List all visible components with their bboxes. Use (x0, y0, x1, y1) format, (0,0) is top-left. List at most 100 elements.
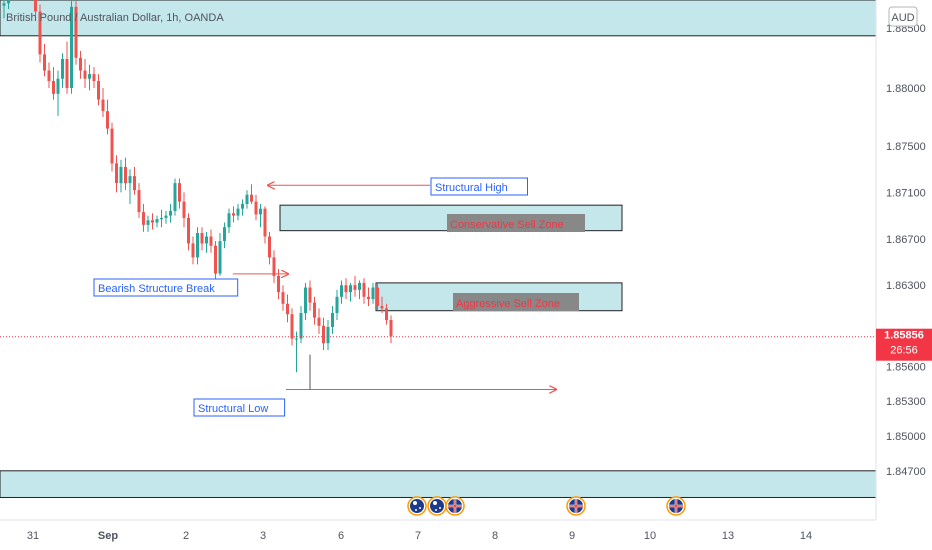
candle-body (227, 213, 231, 228)
candle-body (286, 303, 289, 315)
candle-body (182, 201, 186, 218)
candle-body (358, 282, 361, 290)
candle-body (254, 201, 258, 215)
aggressive-sell-zone-label: Aggressive Sell Zone (456, 298, 560, 310)
time-tick: 14 (800, 530, 812, 542)
candle-body (200, 233, 204, 244)
time-tick: 13 (722, 530, 734, 542)
candle-body (133, 176, 136, 191)
candle-body (88, 74, 91, 79)
structural-high-label-box[interactable] (430, 177, 528, 196)
candle-body (380, 306, 384, 309)
candle-body (92, 74, 96, 82)
conservative-sell-zone-label: Conservative Sell Zone (450, 219, 564, 231)
candle-body (115, 163, 118, 184)
candle-body (74, 6, 78, 58)
bearish-break-label: Bearish Structure Break (98, 283, 215, 295)
uk-flag-icon[interactable] (666, 496, 686, 516)
candle-body (268, 236, 271, 258)
candle-body (277, 275, 280, 293)
candle-body (34, 0, 37, 12)
candle-body (308, 287, 312, 303)
candle-body (137, 190, 141, 213)
candle-body (43, 54, 46, 71)
candle-body (232, 213, 235, 216)
conservative-sell-zone-label-bg (447, 214, 585, 232)
candle-body (83, 70, 87, 79)
candle-body (61, 59, 64, 79)
candle-body (196, 233, 199, 258)
candle-body (259, 208, 262, 215)
candle-body (205, 236, 208, 244)
uk-flag-icon[interactable] (445, 496, 465, 516)
time-tick: 31 (27, 530, 39, 542)
candle-body (187, 217, 190, 244)
australia-flag-icon[interactable] (407, 496, 427, 516)
candle-body (155, 219, 159, 223)
candle-body (299, 313, 303, 339)
price-tick: 1.85300 (886, 396, 926, 408)
candle-body (173, 183, 177, 211)
aggressive-sell-zone-label-bg (453, 293, 579, 311)
price-tick: 1.86700 (886, 234, 926, 246)
candle-body (178, 183, 181, 202)
candle-body (241, 204, 244, 209)
structural-low-label-box[interactable] (193, 398, 286, 417)
price-scale[interactable] (876, 0, 932, 550)
price-tick: 1.88000 (886, 83, 926, 95)
candle-body (65, 59, 69, 88)
candle-body (142, 212, 145, 225)
australia-flag-icon[interactable] (427, 496, 447, 516)
price-tick: 1.85600 (886, 361, 926, 373)
last-price-label: 1.85856 (884, 330, 924, 342)
candle-body (371, 287, 375, 300)
time-scale[interactable] (0, 520, 876, 550)
candle-body (340, 285, 343, 297)
candle-body (353, 285, 357, 290)
bearish-break-label-box[interactable] (93, 278, 239, 297)
chart-title: British Pound / Australian Dollar, 1h, O… (6, 12, 224, 24)
candle-body (376, 287, 379, 307)
candle-body (70, 6, 73, 88)
candle-body (326, 326, 330, 344)
candle-body (110, 128, 114, 164)
price-tick: 1.84700 (886, 466, 926, 478)
candle-body (304, 287, 307, 314)
candle-body (128, 176, 132, 184)
candle-body (2, 3, 6, 6)
candle-body (56, 78, 60, 94)
currency-badge[interactable] (888, 6, 918, 27)
candle-body (7, 0, 10, 4)
candle-body (169, 210, 172, 216)
time-tick: 6 (338, 530, 344, 542)
candle-body (313, 302, 316, 318)
time-tick: Sep (98, 530, 118, 542)
price-tick: 1.85000 (886, 431, 926, 443)
candle-body (106, 111, 109, 129)
candle-body (209, 236, 213, 246)
candle-body (281, 292, 285, 304)
time-ticks: 31 Sep 2 3 6 7 8 9 10 13 14 (27, 530, 812, 542)
candle-body (245, 194, 249, 204)
time-tick: 9 (569, 530, 575, 542)
economic-events[interactable] (407, 496, 686, 516)
candle-body (250, 194, 253, 202)
candles-layer (2, 0, 393, 373)
candle-body (272, 257, 276, 276)
candle-body (151, 220, 154, 223)
candle-body (263, 208, 267, 237)
candle-body (214, 245, 217, 274)
candle-body (317, 317, 321, 326)
candle-body (349, 285, 352, 293)
candle-body (362, 282, 366, 297)
uk-flag-icon[interactable] (566, 496, 586, 516)
countdown-label: 26:56 (890, 345, 918, 357)
candle-body (101, 99, 105, 112)
sell-zone-3[interactable] (0, 470, 877, 498)
time-tick: 10 (644, 530, 656, 542)
structural-low-label: Structural Low (198, 403, 268, 415)
plot-background (0, 0, 876, 520)
candle-body (97, 81, 100, 100)
candle-body (322, 325, 325, 344)
